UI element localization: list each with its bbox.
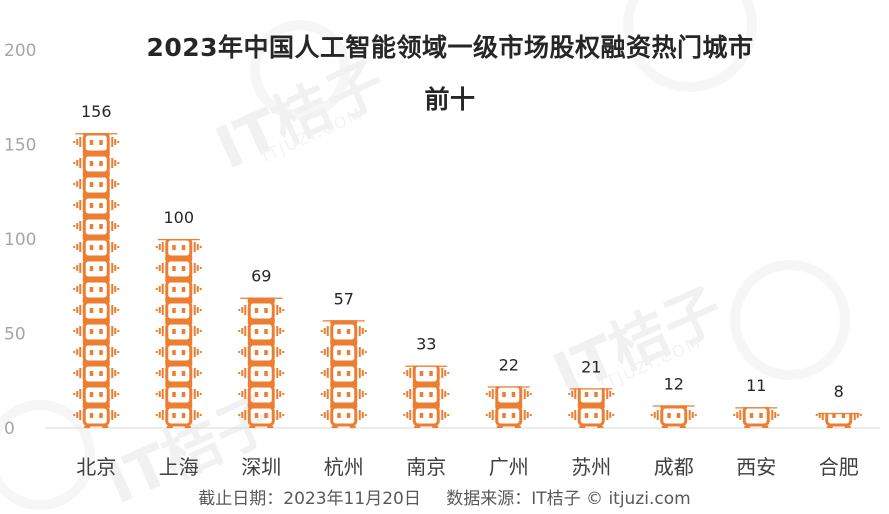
data-source-note: 数据来源：IT桔子 © itjuzi.com (446, 489, 691, 509)
robot-head-icon (320, 338, 368, 368)
watermark-logo-icon (0, 0, 845, 505)
watermark-layer: IT桔子 ITJUZI.COM IT桔子 ITJUZI.COM IT桔子 (0, 0, 845, 514)
robot-head-icon (72, 149, 120, 179)
robot-head-icon (320, 401, 368, 428)
x-tick-label-1: 上海 (159, 455, 199, 479)
robot-head-icon (402, 380, 450, 410)
bar-nanjing (402, 365, 450, 429)
data-label-1: 100 (163, 208, 194, 227)
y-axis-ticks: 0 50 100 150 200 (4, 41, 36, 439)
cutoff-date-note: 截止日期：2023年11月20日 (198, 489, 421, 509)
x-tick-label-7: 成都 (654, 455, 694, 479)
robot-head-icon (485, 386, 533, 410)
robot-head-icon (155, 296, 203, 326)
y-tick-label-1: 50 (4, 325, 26, 345)
robot-head-icon (237, 297, 285, 326)
robot-head-icon (72, 191, 120, 221)
robot-head-icon (402, 401, 450, 429)
data-label-9: 8 (834, 382, 844, 401)
y-tick-label-2: 100 (4, 230, 36, 250)
data-label-3: 57 (334, 289, 354, 308)
robot-head-icon (402, 365, 450, 389)
robot-head-icon (155, 275, 203, 305)
chart-title-continued: 前十 (424, 85, 476, 114)
robot-head-icon (72, 170, 120, 200)
robot-head-icon (155, 254, 203, 284)
robot-head-icon (320, 359, 368, 389)
bar-shanghai (155, 239, 203, 428)
robot-head-icon (650, 405, 698, 429)
robot-head-icon (732, 407, 780, 428)
y-tick-label-4: 200 (4, 41, 36, 61)
data-label-5: 22 (499, 355, 519, 374)
y-tick-label-3: 150 (4, 136, 36, 156)
robot-head-icon (567, 401, 615, 428)
x-tick-label-9: 合肥 (819, 455, 859, 479)
robot-head-icon (155, 359, 203, 389)
data-label-4: 33 (416, 335, 436, 354)
x-tick-label-6: 苏州 (571, 455, 611, 479)
x-tick-label-4: 南京 (406, 455, 446, 479)
x-tick-label-8: 西安 (736, 455, 776, 479)
robot-head-icon (155, 380, 203, 410)
data-label-8: 11 (746, 376, 766, 395)
robot-head-icon (320, 380, 368, 410)
bar-hangzhou (320, 320, 368, 428)
robot-head-icon (72, 359, 120, 389)
robot-head-icon (237, 359, 285, 389)
robot-head-icon (72, 317, 120, 347)
data-label-6: 21 (581, 357, 601, 376)
bar-beijing (72, 133, 120, 428)
bars (72, 133, 863, 429)
robot-head-icon (72, 338, 120, 368)
bar-chengdu (650, 405, 698, 429)
robot-head-icon (815, 412, 863, 429)
data-label-7: 12 (664, 374, 684, 393)
robot-head-icon (72, 254, 120, 284)
robot-head-icon (72, 296, 120, 326)
robot-head-icon (485, 401, 533, 429)
robot-head-icon (237, 317, 285, 347)
bar-xian (732, 407, 780, 428)
x-tick-label-0: 北京 (76, 455, 116, 479)
robot-head-icon (72, 233, 120, 263)
robot-head-icon (155, 338, 203, 368)
robot-head-icon (72, 275, 120, 305)
y-tick-label-0: 0 (4, 419, 15, 439)
x-tick-label-3: 杭州 (324, 455, 364, 479)
chart-footer: 截止日期：2023年11月20日 数据来源：IT桔子 © itjuzi.com (0, 484, 889, 509)
robot-head-icon (155, 239, 203, 263)
x-axis-categories: 北京 上海 深圳 杭州 南京 广州 苏州 成都 西安 合肥 (76, 455, 859, 479)
bar-shenzhen (237, 297, 285, 428)
bar-suzhou (567, 388, 615, 428)
robot-head-icon (72, 212, 120, 242)
robot-head-icon (320, 320, 368, 347)
chart-title: 2023年中国人工智能领域一级市场股权融资热门城市 (146, 33, 754, 62)
data-label-0: 156 (81, 102, 112, 121)
robot-head-icon (237, 338, 285, 368)
bar-hefei (815, 412, 863, 429)
robot-head-icon (155, 317, 203, 347)
robot-head-icon (72, 380, 120, 410)
bar-guangzhou (485, 386, 533, 429)
data-labels: 156 100 69 57 33 22 21 12 11 8 (81, 102, 844, 401)
data-label-2: 69 (251, 267, 271, 286)
x-tick-label-5: 广州 (489, 455, 529, 479)
x-tick-label-2: 深圳 (241, 455, 281, 479)
